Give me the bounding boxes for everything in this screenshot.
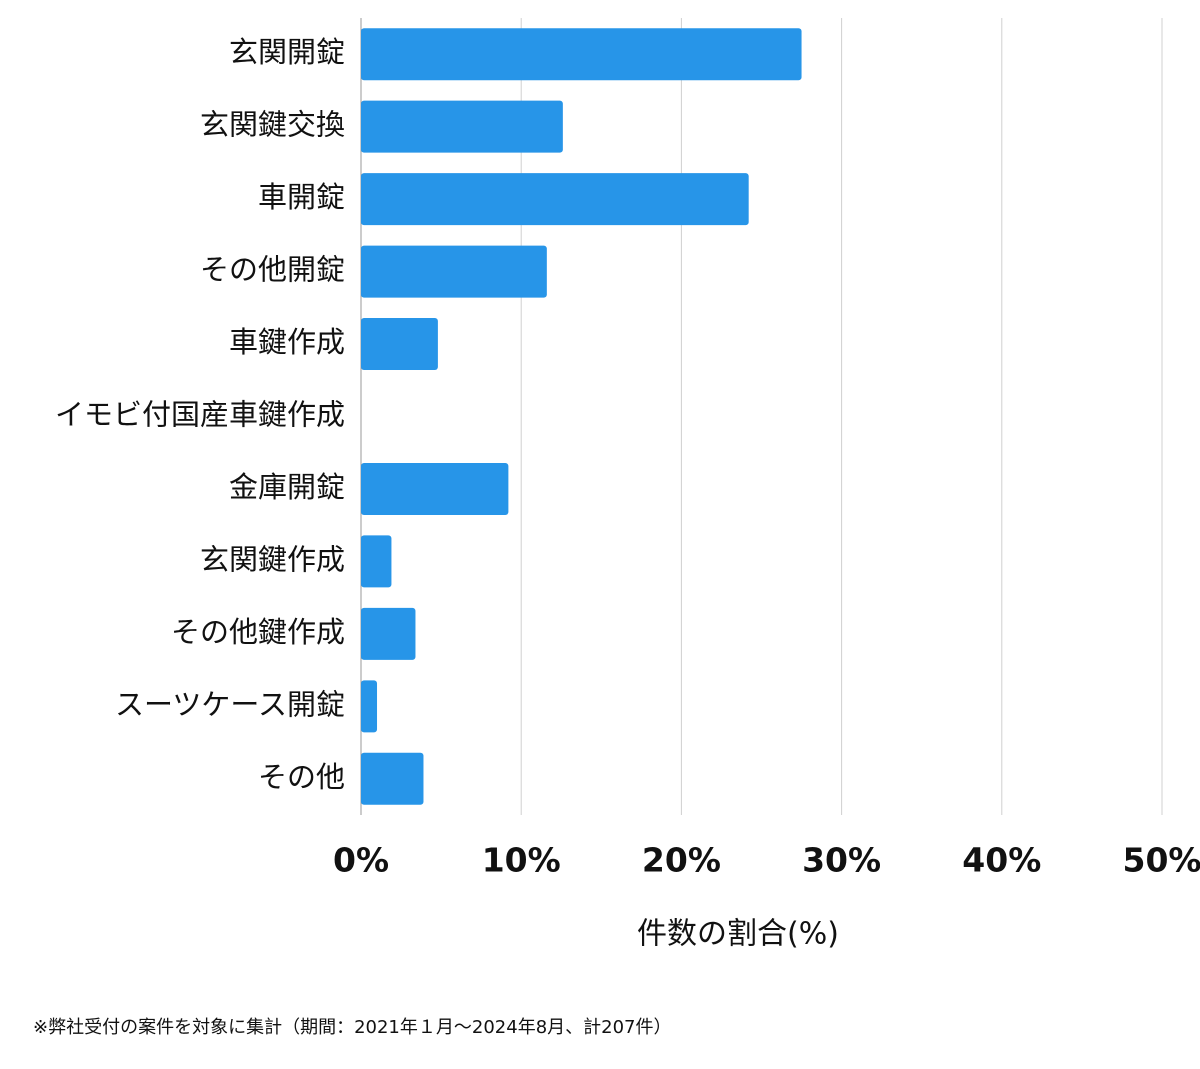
- y-tick-label: 玄関鍵作成: [200, 542, 345, 576]
- y-tick-label: その他開錠: [200, 253, 345, 287]
- bar: [361, 752, 424, 805]
- y-tick-label: 金庫開錠: [229, 470, 345, 504]
- y-tick-label: イモビ付国産車鍵作成: [55, 398, 345, 432]
- x-axis-title: 件数の割合(%): [637, 917, 839, 952]
- footnote: ※弊社受付の案件を対象に集計（期間：2021年１月〜2024年8月、計207件）: [33, 1017, 672, 1038]
- y-tick-label: その他鍵作成: [171, 615, 345, 649]
- bar: [361, 462, 509, 515]
- x-tick-label: 10%: [482, 841, 561, 880]
- bar: [361, 535, 392, 588]
- bar: [361, 173, 749, 226]
- bar: [361, 100, 563, 153]
- bar: [361, 245, 547, 298]
- y-tick-label: その他: [258, 760, 345, 794]
- bar: [361, 607, 416, 660]
- y-tick-label: 玄関鍵交換: [200, 108, 345, 142]
- x-tick-label: 40%: [962, 841, 1041, 880]
- bar: [361, 680, 378, 733]
- x-tick-label: 30%: [802, 841, 881, 880]
- bar: [361, 318, 438, 371]
- y-tick-label: 車開錠: [258, 180, 345, 214]
- x-tick-label: 50%: [1123, 841, 1200, 880]
- x-tick-label: 20%: [642, 841, 721, 880]
- y-tick-label: 車鍵作成: [229, 325, 345, 359]
- bar: [361, 28, 802, 81]
- y-tick-label: スーツケース開錠: [115, 687, 345, 721]
- x-tick-label: 0%: [333, 841, 389, 880]
- y-tick-label: 玄関開錠: [229, 35, 345, 69]
